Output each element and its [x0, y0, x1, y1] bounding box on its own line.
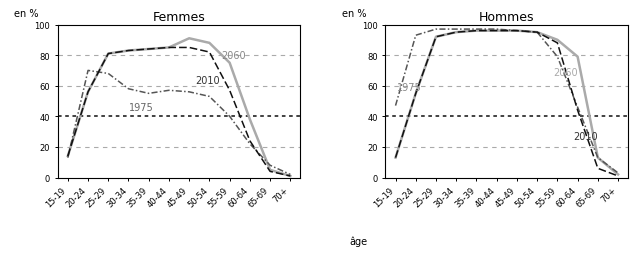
Text: 2010: 2010	[574, 132, 598, 142]
Text: 2060: 2060	[553, 68, 578, 78]
Text: 1975: 1975	[397, 83, 421, 93]
Text: 1975: 1975	[128, 103, 153, 113]
Title: Hommes: Hommes	[479, 11, 535, 24]
Text: 2060: 2060	[222, 51, 246, 61]
Text: en %: en %	[342, 9, 366, 19]
Text: âge: âge	[349, 236, 367, 246]
Text: en %: en %	[14, 9, 38, 19]
Title: Femmes: Femmes	[153, 11, 206, 24]
Text: 2010: 2010	[196, 75, 220, 85]
